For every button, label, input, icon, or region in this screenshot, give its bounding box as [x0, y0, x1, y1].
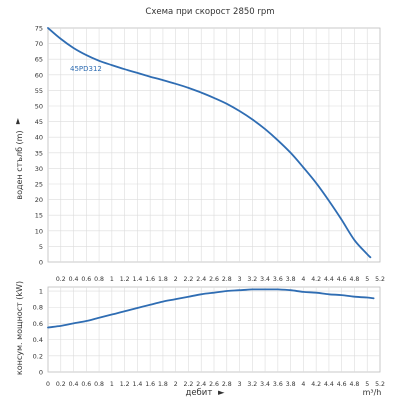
head-x-tick-label: 2.6	[209, 276, 219, 283]
power-series-line	[47, 288, 375, 329]
head-x-tick-label: 5.2	[375, 276, 385, 283]
power-x-tick-label: 0.6	[81, 381, 91, 388]
power-y-tick-label: 0.4	[33, 336, 43, 344]
power-x-tick-labels: 0 0.2 0.4 0.6 0.8 1 1.2 1.4 1.6 1.8 2 2.2 2.4 2.6 2.8 3…	[46, 381, 385, 388]
power-series	[47, 288, 375, 329]
head-x-tick-label: 4	[301, 276, 305, 283]
power-x-tick-label: 2.2	[184, 381, 194, 388]
head-y-tick-label: 25	[35, 181, 43, 189]
power-grid	[47, 286, 381, 373]
power-x-tick-label: 4.2	[311, 381, 321, 388]
power-y-tick-label: 0.2	[33, 352, 43, 360]
head-y-tick-labels: 0 5 10 15 20 25 30 35 40 45 50 55 60 65 70 75	[35, 25, 43, 267]
head-x-tick-label: 1.4	[132, 276, 142, 283]
head-x-tick-label: 2.8	[222, 276, 232, 283]
head-y-axis-label: воден стълб (m)	[15, 130, 24, 199]
power-x-tick-label: 5	[365, 381, 369, 388]
chart-title: Схема при скорост 2850 rpm	[145, 7, 274, 17]
head-y-tick-label: 75	[35, 25, 43, 33]
head-x-tick-label: 0.8	[94, 276, 104, 283]
power-x-tick-label: 3.4	[260, 381, 270, 388]
head-y-tick-label: 30	[35, 165, 43, 173]
head-y-tick-label: 70	[35, 40, 43, 48]
power-x-tick-label: 2.4	[196, 381, 206, 388]
series-label-45pd312: 45PD312	[70, 65, 102, 73]
head-x-tick-label: 0.6	[81, 276, 91, 283]
power-x-tick-label: 4.4	[324, 381, 334, 388]
head-x-tick-labels: 0.2 0.4 0.6 0.8 1 1.2 1.4 1.6 1.8 2 2.2 2.4 2.6 2.8 3 3…	[56, 276, 385, 283]
head-x-tick-label: 1.8	[158, 276, 168, 283]
head-y-tick-label: 55	[35, 87, 43, 95]
power-x-tick-label: 3.2	[247, 381, 257, 388]
power-x-tick-label: 4	[301, 381, 305, 388]
power-x-tick-label: 1.2	[120, 381, 130, 388]
power-x-tick-label: 0.2	[56, 381, 66, 388]
head-x-tick-label: 3.6	[273, 276, 283, 283]
head-series	[47, 27, 372, 259]
power-x-tick-label: 3	[238, 381, 242, 388]
head-y-tick-label: 15	[35, 212, 43, 220]
head-x-tick-label: 3.8	[286, 276, 296, 283]
power-x-tick-label: 5.2	[375, 381, 385, 388]
head-x-tick-label: 3	[238, 276, 242, 283]
head-x-tick-label: 1	[110, 276, 114, 283]
head-x-tick-label: 4.4	[324, 276, 334, 283]
head-y-tick-label: 10	[35, 227, 43, 235]
power-x-tick-label: 1.4	[132, 381, 142, 388]
power-x-tick-label: 0.4	[69, 381, 79, 388]
head-y-axis-arrow-icon: ►	[13, 117, 22, 124]
head-y-tick-label: 65	[35, 56, 43, 64]
flow-x-axis-label-text: дебит	[185, 388, 212, 398]
power-y-axis-label: консум. мощност (kW)	[15, 281, 24, 375]
power-x-tick-label: 1.8	[158, 381, 168, 388]
power-x-tick-label: 4.6	[337, 381, 347, 388]
power-y-tick-label: 0.8	[33, 304, 43, 312]
head-x-tick-label: 4.2	[311, 276, 321, 283]
head-x-tick-label: 4.6	[337, 276, 347, 283]
power-x-tick-label: 1.6	[145, 381, 155, 388]
power-x-tick-label: 2	[174, 381, 178, 388]
head-x-tick-label: 1.6	[145, 276, 155, 283]
head-x-tick-label: 5	[365, 276, 369, 283]
head-y-tick-label: 20	[35, 196, 43, 204]
head-y-tick-label: 50	[35, 103, 43, 111]
head-x-tick-label: 2	[174, 276, 178, 283]
head-grid	[47, 27, 381, 263]
head-x-tick-label: 4.8	[350, 276, 360, 283]
head-y-tick-label: 0	[39, 259, 43, 267]
power-y-tick-label: 0	[39, 369, 43, 377]
flow-x-axis-arrow-icon: ►	[218, 388, 225, 398]
head-x-tick-label: 3.2	[247, 276, 257, 283]
power-y-tick-labels: 0 0.2 0.4 0.6 0.8 1	[33, 288, 43, 377]
power-x-tick-label: 4.8	[350, 381, 360, 388]
head-x-tick-label: 1.2	[120, 276, 130, 283]
power-x-tick-label: 0.8	[94, 381, 104, 388]
power-x-tick-label: 3.6	[273, 381, 283, 388]
head-x-tick-label: 3.4	[260, 276, 270, 283]
power-x-tick-label: 3.8	[286, 381, 296, 388]
head-series-line	[47, 27, 372, 259]
head-x-tick-label: 0.4	[69, 276, 79, 283]
power-y-tick-label: 0.6	[33, 320, 43, 328]
head-x-tick-label: 2.2	[184, 276, 194, 283]
head-x-tick-label: 2.4	[196, 276, 206, 283]
flow-x-axis-unit: m³/h	[363, 388, 382, 397]
head-x-tick-label: 0.2	[56, 276, 66, 283]
head-y-tick-label: 35	[35, 149, 43, 157]
power-x-tick-label: 2.6	[209, 381, 219, 388]
head-y-tick-label: 5	[39, 243, 43, 251]
power-x-tick-label: 0	[46, 381, 50, 388]
power-x-tick-label: 2.8	[222, 381, 232, 388]
flow-x-axis-label: дебит ►	[185, 388, 225, 398]
head-y-tick-label: 45	[35, 118, 43, 126]
head-y-tick-label: 60	[35, 71, 43, 79]
power-x-tick-label: 1	[110, 381, 114, 388]
power-y-tick-label: 1	[39, 288, 43, 296]
head-y-tick-label: 40	[35, 134, 43, 142]
